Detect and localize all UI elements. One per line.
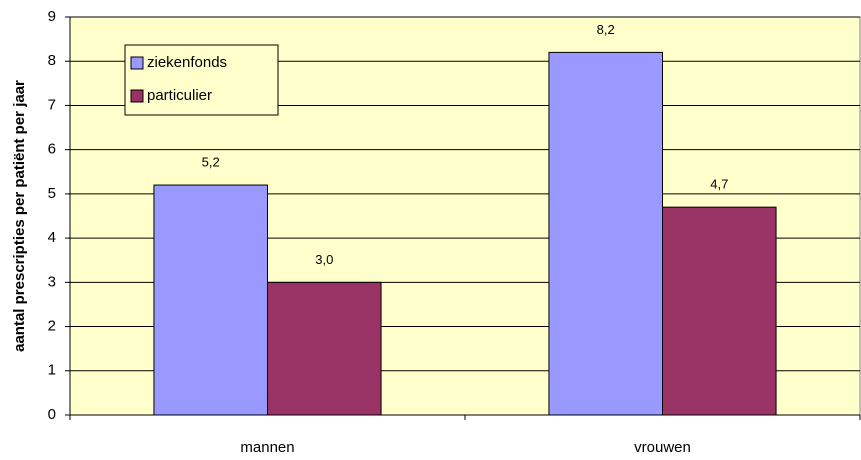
bar <box>153 184 268 416</box>
legend-label: particulier <box>147 87 212 104</box>
data-label: 3,0 <box>315 252 333 267</box>
x-tick-label: vrouwen <box>634 439 691 456</box>
legend-swatch <box>130 89 144 103</box>
y-tick-label: 7 <box>48 96 56 113</box>
y-tick-label: 8 <box>48 52 56 69</box>
y-tick-label: 5 <box>48 185 56 202</box>
data-label: 5,2 <box>202 154 220 169</box>
y-tick-label: 9 <box>48 8 56 25</box>
bar <box>662 206 777 416</box>
y-axis-label: aantal prescripties per patiënt per jaar <box>11 80 28 352</box>
legend-label: ziekenfonds <box>147 54 227 71</box>
data-label: 8,2 <box>597 22 615 37</box>
y-tick-label: 2 <box>48 318 56 335</box>
y-tick-label: 3 <box>48 273 56 290</box>
bar <box>267 281 382 416</box>
y-tick-label: 6 <box>48 141 56 158</box>
legend-swatch <box>130 56 144 70</box>
bar <box>548 51 663 416</box>
y-tick-label: 0 <box>48 406 56 423</box>
y-tick-label: 1 <box>48 362 56 379</box>
legend-box <box>124 44 279 116</box>
y-tick-label: 4 <box>48 229 56 246</box>
x-tick-label: mannen <box>240 439 294 456</box>
data-label: 4,7 <box>710 177 728 192</box>
